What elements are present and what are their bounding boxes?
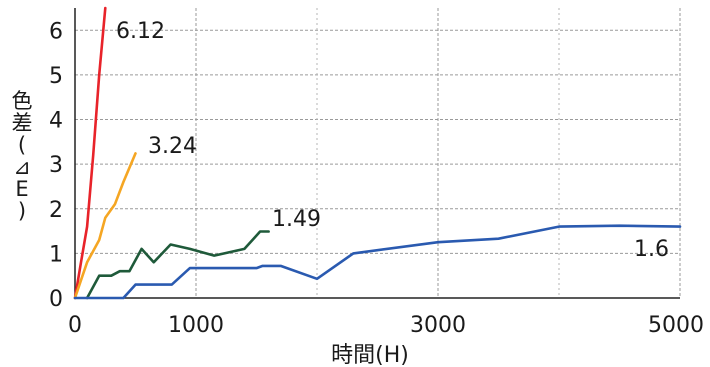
y-tick-label: 2 <box>49 198 63 223</box>
x-tick-label: 5000 <box>648 313 704 338</box>
y-tick-label: 5 <box>49 64 63 89</box>
x-tick-label: 1000 <box>168 313 224 338</box>
labels: 6.12 3.24 1.49 1.6 <box>116 19 669 262</box>
x-tick-label: 3000 <box>410 313 466 338</box>
y-tick-label: 4 <box>49 109 63 134</box>
series <box>73 6 682 300</box>
y-tick-label: 0 <box>49 287 63 312</box>
y-tick-label: 6 <box>49 19 63 44</box>
data-label: 3.24 <box>148 134 197 159</box>
data-label: 6.12 <box>116 19 165 44</box>
series-line-3.24 <box>73 152 137 300</box>
x-tick-label: 0 <box>68 313 82 338</box>
series-line-1.6 <box>73 224 682 300</box>
data-label: 1.49 <box>272 207 321 232</box>
series-line-1.49 <box>85 230 270 300</box>
y-tick-label: 3 <box>49 153 63 178</box>
y-tick-label: 1 <box>49 242 63 267</box>
y-axis-label: 色差(⊿ E) <box>12 89 33 223</box>
series-line-6.12 <box>73 6 107 300</box>
x-axis-label: 時間(H) <box>331 343 409 367</box>
data-label: 1.6 <box>634 237 669 262</box>
axes: 0 1 2 3 4 5 6 0 1000 3000 5000 時間(H) 色差(⊿ E) <box>12 8 704 367</box>
